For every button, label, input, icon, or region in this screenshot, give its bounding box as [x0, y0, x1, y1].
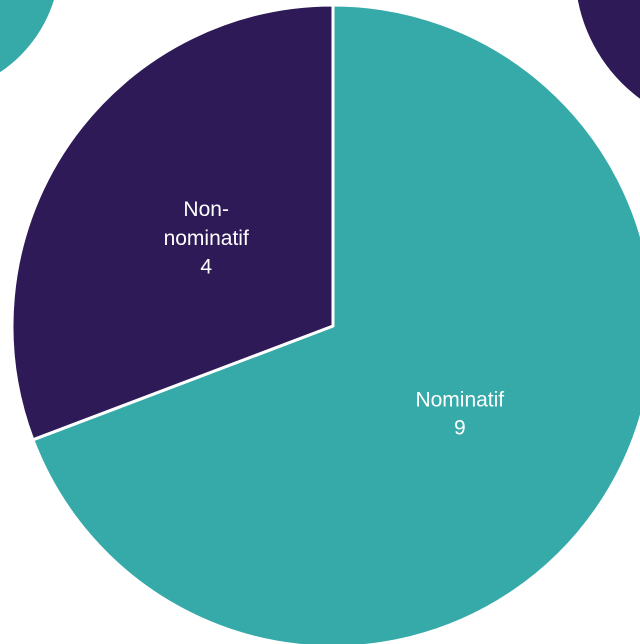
decor-circle	[577, 0, 640, 99]
pie-slice	[10, 3, 335, 442]
pie-slice	[31, 3, 640, 644]
slice-label: 9	[453, 416, 466, 440]
slice-label: Non-nominatif	[163, 198, 249, 251]
slice-label: Nominatif	[415, 388, 505, 412]
slice-label: 4	[200, 255, 213, 279]
decor-circle	[0, 0, 54, 73]
